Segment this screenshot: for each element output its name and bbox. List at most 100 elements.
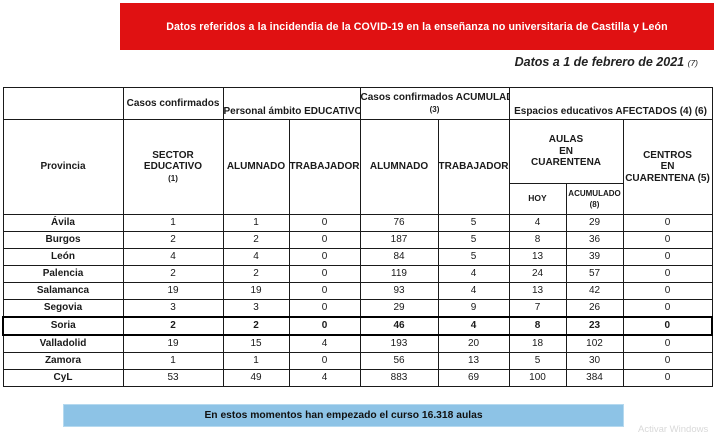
table-row: Zamora 1 1 0 56 13 5 30 0 xyxy=(2,352,713,370)
group-header-casos-acumulados: Casos confirmados ACUMULADOS (3) xyxy=(359,87,510,120)
province-cell: Salamanca xyxy=(2,282,124,300)
acumulado-label: ACUMULADO xyxy=(568,188,621,198)
province-cell: Soria xyxy=(2,316,124,336)
province-cell: CyL xyxy=(2,369,124,387)
value-cell: 0 xyxy=(622,214,713,232)
table-row: Palencia 2 2 0 119 4 24 57 0 xyxy=(2,265,713,283)
value-cell: 30 xyxy=(565,352,624,370)
value-cell: 24 xyxy=(508,265,567,283)
column-header-trabajadores: TRABAJADORES xyxy=(288,119,361,215)
value-cell: 193 xyxy=(359,334,439,353)
group-header-casos-acumulados-text: Casos confirmados ACUMULADOS xyxy=(360,92,508,103)
value-cell: 0 xyxy=(622,282,713,300)
province-cell: Zamora xyxy=(2,352,124,370)
value-cell: 0 xyxy=(288,282,361,300)
value-cell: 69 xyxy=(437,369,510,387)
table-row: CyL 53 49 4 883 69 100 384 0 xyxy=(2,369,713,387)
date-note-ref: (7) xyxy=(687,58,698,68)
sector-ref: (1) xyxy=(168,173,178,183)
value-cell: 4 xyxy=(437,316,510,336)
column-header-hoy: HOY xyxy=(508,183,567,215)
value-cell: 29 xyxy=(565,214,624,232)
value-cell: 5 xyxy=(437,248,510,266)
value-cell: 8 xyxy=(508,231,567,249)
value-cell: 57 xyxy=(565,265,624,283)
value-cell: 49 xyxy=(222,369,290,387)
value-cell: 5 xyxy=(508,352,567,370)
column-header-trabajadores-acumulado: TRABAJADORES xyxy=(437,119,510,215)
column-header-alumnado: ALUMNADO xyxy=(222,119,290,215)
value-cell: 0 xyxy=(288,265,361,283)
title-banner: Datos referidos a la incidendia de la CO… xyxy=(120,3,714,50)
value-cell: 93 xyxy=(359,282,439,300)
value-cell: 4 xyxy=(222,248,290,266)
sector-label: SECTOR EDUCATIVO xyxy=(143,149,203,173)
centros-line2: EN xyxy=(660,161,675,173)
value-cell: 76 xyxy=(359,214,439,232)
footer-banner-text: En estos momentos han empezado el curso … xyxy=(204,410,483,421)
value-cell: 2 xyxy=(222,231,290,249)
empty-corner-cell xyxy=(3,88,123,120)
value-cell: 13 xyxy=(508,282,567,300)
value-cell: 119 xyxy=(359,265,439,283)
province-cell: Burgos xyxy=(2,231,124,249)
value-cell: 2 xyxy=(222,265,290,283)
value-cell: 0 xyxy=(622,352,713,370)
province-cell: Ávila xyxy=(2,214,124,232)
value-cell: 187 xyxy=(359,231,439,249)
column-header-acumulado: ACUMULADO (8) xyxy=(565,183,624,215)
value-cell: 4 xyxy=(437,282,510,300)
activation-watermark: Activar Windows xyxy=(638,424,709,435)
value-cell: 4 xyxy=(122,248,224,266)
value-cell: 23 xyxy=(565,316,624,336)
footer-banner: En estos momentos han empezado el curso … xyxy=(63,404,624,427)
value-cell: 0 xyxy=(288,316,361,336)
table-row: Segovia 3 3 0 29 9 7 26 0 xyxy=(2,299,713,318)
value-cell: 29 xyxy=(359,299,439,318)
group-header-casos-acumulados-ref: (3) xyxy=(429,104,440,114)
value-cell: 0 xyxy=(288,299,361,318)
table-body: Ávila 1 1 0 76 5 4 29 0 Burgos 2 2 0 187 5 8 36 0 León 4 4 0 8… xyxy=(2,214,714,387)
value-cell: 7 xyxy=(508,299,567,318)
value-cell: 384 xyxy=(565,369,624,387)
table-row: León 4 4 0 84 5 13 39 0 xyxy=(2,248,713,266)
value-cell: 5 xyxy=(437,231,510,249)
value-cell: 2 xyxy=(122,265,224,283)
province-cell: Palencia xyxy=(2,265,124,283)
province-cell: Valladolid xyxy=(2,334,124,353)
value-cell: 84 xyxy=(359,248,439,266)
value-cell: 1 xyxy=(122,214,224,232)
value-cell: 1 xyxy=(122,352,224,370)
value-cell: 9 xyxy=(437,299,510,318)
value-cell: 8 xyxy=(508,316,567,336)
value-cell: 19 xyxy=(122,282,224,300)
table-row: Valladolid 19 15 4 193 20 18 102 0 xyxy=(2,334,713,353)
value-cell: 36 xyxy=(565,231,624,249)
value-cell: 3 xyxy=(222,299,290,318)
value-cell: 0 xyxy=(622,316,714,336)
value-cell: 18 xyxy=(508,334,567,353)
column-header-alumnado-acumulado: ALUMNADO xyxy=(359,119,439,215)
value-cell: 13 xyxy=(437,352,510,370)
column-header-provincia: Provincia xyxy=(2,119,124,215)
value-cell: 53 xyxy=(122,369,224,387)
value-cell: 0 xyxy=(622,231,713,249)
value-cell: 19 xyxy=(222,282,290,300)
value-cell: 4 xyxy=(508,214,567,232)
value-cell: 883 xyxy=(359,369,439,387)
value-cell: 4 xyxy=(288,369,361,387)
value-cell: 20 xyxy=(437,334,510,353)
value-cell: 0 xyxy=(288,214,361,232)
value-cell: 0 xyxy=(622,369,713,387)
table-row: Salamanca 19 19 0 93 4 13 42 0 xyxy=(2,282,713,300)
value-cell: 13 xyxy=(508,248,567,266)
date-note-text: Datos a 1 de febrero de 2021 xyxy=(514,55,685,69)
value-cell: 15 xyxy=(222,334,290,353)
value-cell: 2 xyxy=(222,316,290,336)
value-cell: 0 xyxy=(622,265,713,283)
title-banner-text: Datos referidos a la incidendia de la CO… xyxy=(166,20,668,33)
value-cell: 0 xyxy=(622,248,713,266)
value-cell: 19 xyxy=(122,334,224,353)
value-cell: 0 xyxy=(288,248,361,266)
aulas-line3: CUARENTENA xyxy=(531,157,602,169)
